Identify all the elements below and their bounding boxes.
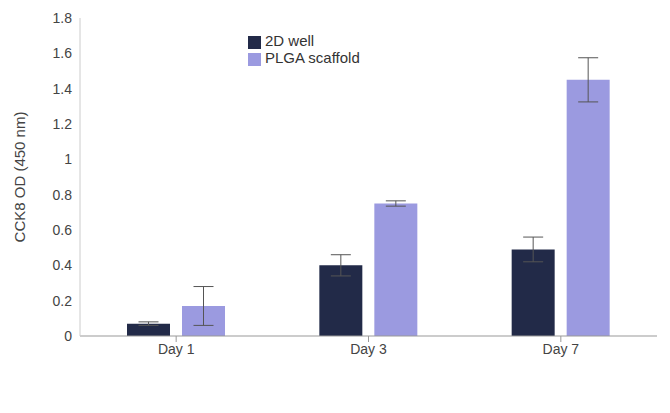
svg-text:0: 0 [64,328,72,344]
svg-text:1.2: 1.2 [53,116,73,132]
svg-text:1.4: 1.4 [53,81,73,97]
svg-text:0.4: 0.4 [53,257,73,273]
svg-text:0.6: 0.6 [53,222,73,238]
svg-text:1: 1 [64,151,72,167]
svg-text:Day 7: Day 7 [543,341,580,357]
html-text:2D well: 2D well [265,32,315,49]
svg-text:1.8: 1.8 [53,10,73,26]
html-text:PLGA scaffold: PLGA scaffold [265,49,360,66]
svg-text:Day 1: Day 1 [158,341,195,357]
svg-text:Day 3: Day 3 [350,341,387,357]
svg-text:0.2: 0.2 [53,293,73,309]
svg-text:CCK8 OD (450 nm): CCK8 OD (450 nm) [11,112,28,243]
svg-text:0.8: 0.8 [53,187,73,203]
svg-text:1.6: 1.6 [53,45,73,61]
